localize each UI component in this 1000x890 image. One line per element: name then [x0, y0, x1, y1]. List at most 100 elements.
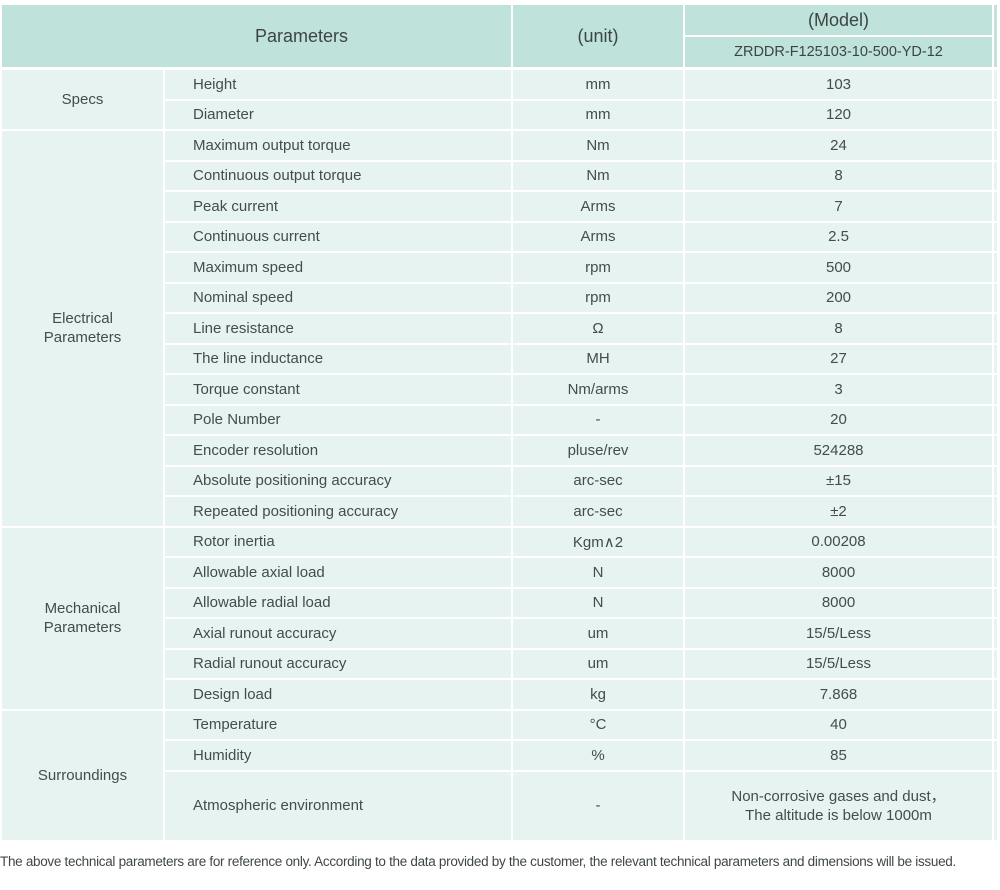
table-edge-strip: [994, 344, 997, 373]
table-edge-strip: [994, 680, 997, 709]
value-cell: 27: [685, 344, 992, 373]
value-cell: 24: [685, 131, 992, 160]
parameter-name-cell: Nominal speed: [165, 283, 511, 312]
parameter-name-cell: Axial runout accuracy: [165, 619, 511, 648]
value-cell: 8: [685, 314, 992, 343]
parameter-name-cell: Rotor inertia: [165, 527, 511, 556]
table-edge-strip: [994, 375, 997, 404]
parameter-name-cell: The line inductance: [165, 344, 511, 373]
footnote: The above technical parameters are for r…: [0, 853, 956, 869]
table-edge-strip: [994, 131, 997, 160]
value-cell: 200: [685, 283, 992, 312]
table-edge-strip: [994, 253, 997, 282]
table-edge-strip: [994, 405, 997, 434]
unit-cell: N: [513, 588, 683, 617]
unit-cell: Ω: [513, 314, 683, 343]
group-label-text: Surroundings: [37, 766, 128, 784]
value-cell: 8000: [685, 558, 992, 587]
value-cell: 0.00208: [685, 527, 992, 556]
parameter-name-cell: Height: [165, 70, 511, 99]
table-edge-strip: [994, 5, 997, 67]
value-cell: 3: [685, 375, 992, 404]
parameter-name-cell: Design load: [165, 680, 511, 709]
parameter-name-cell: Maximum output torque: [165, 131, 511, 160]
value-cell: 7.868: [685, 680, 992, 709]
unit-cell: Arms: [513, 192, 683, 221]
parameter-name-cell: Repeated positioning accuracy: [165, 497, 511, 526]
table-edge-strip: [994, 710, 997, 739]
unit-cell: arc-sec: [513, 497, 683, 526]
parameter-name-cell: Atmospheric environment: [165, 771, 511, 840]
value-cell: ±2: [685, 497, 992, 526]
table-edge-strip: [994, 466, 997, 495]
unit-cell: pluse/rev: [513, 436, 683, 465]
parameter-name-cell: Continuous output torque: [165, 161, 511, 190]
header-unit: (unit): [513, 5, 683, 67]
value-cell: 40: [685, 710, 992, 739]
group-label: Specs: [2, 70, 163, 129]
value-cell: 2.5: [685, 222, 992, 251]
value-cell: ±15: [685, 466, 992, 495]
table-edge-strip: [994, 527, 997, 556]
header-model-number: ZRDDR-F125103-10-500-YD-12: [685, 37, 992, 67]
unit-cell: kg: [513, 680, 683, 709]
value-cell: 85: [685, 741, 992, 770]
parameter-name-cell: Humidity: [165, 741, 511, 770]
group-label-text: Mechanical Parameters: [43, 600, 122, 636]
parameter-name-cell: Radial runout accuracy: [165, 649, 511, 678]
parameter-name-cell: Peak current: [165, 192, 511, 221]
table-edge-strip: [994, 497, 997, 526]
table-edge-strip: [994, 588, 997, 617]
parameter-name-cell: Pole Number: [165, 405, 511, 434]
value-cell: 8000: [685, 588, 992, 617]
group-label: Electrical Parameters: [2, 131, 163, 526]
spec-table-header: Parameters (unit) (Model) ZRDDR-F125103-…: [2, 5, 997, 67]
parameter-name-cell: Maximum speed: [165, 253, 511, 282]
unit-cell: Nm/arms: [513, 375, 683, 404]
value-cell: 15/5/Less: [685, 649, 992, 678]
unit-cell: -: [513, 771, 683, 840]
table-edge-strip: [994, 314, 997, 343]
table-edge-strip: [994, 741, 997, 770]
parameter-name-cell: Torque constant: [165, 375, 511, 404]
spec-table-body: Specs Height mm 103 Diameter mm 120 Electrical …: [2, 70, 997, 840]
parameter-name-cell: Temperature: [165, 710, 511, 739]
unit-cell: arc-sec: [513, 466, 683, 495]
parameter-name-cell: Allowable axial load: [165, 558, 511, 587]
value-cell: 500: [685, 253, 992, 282]
parameter-name-cell: Absolute positioning accuracy: [165, 466, 511, 495]
table-edge-strip: [994, 70, 997, 99]
group-label-text: Specs: [61, 91, 104, 108]
parameter-name-cell: Continuous current: [165, 222, 511, 251]
unit-cell: Nm: [513, 131, 683, 160]
unit-cell: N: [513, 558, 683, 587]
table-edge-strip: [994, 283, 997, 312]
table-edge-strip: [994, 771, 997, 840]
value-cell: 20: [685, 405, 992, 434]
unit-cell: Kgm∧2: [513, 527, 683, 556]
group-label: Mechanical Parameters: [2, 527, 163, 709]
unit-cell: mm: [513, 70, 683, 99]
unit-cell: um: [513, 619, 683, 648]
group-label-text: Electrical Parameters: [43, 310, 122, 347]
parameter-name-cell: Line resistance: [165, 314, 511, 343]
table-edge-strip: [994, 558, 997, 587]
unit-cell: -: [513, 405, 683, 434]
value-cell: 524288: [685, 436, 992, 465]
group-label: Surroundings: [2, 710, 163, 840]
parameter-name-cell: Encoder resolution: [165, 436, 511, 465]
table-edge-strip: [994, 192, 997, 221]
unit-cell: %: [513, 741, 683, 770]
unit-cell: Arms: [513, 222, 683, 251]
unit-cell: MH: [513, 344, 683, 373]
table-edge-strip: [994, 222, 997, 251]
value-cell: 103: [685, 70, 992, 99]
header-parameters: Parameters: [2, 5, 511, 67]
table-edge-strip: [994, 436, 997, 465]
parameter-name-cell: Allowable radial load: [165, 588, 511, 617]
value-cell: 8: [685, 161, 992, 190]
table-edge-strip: [994, 619, 997, 648]
unit-cell: um: [513, 649, 683, 678]
unit-cell: mm: [513, 100, 683, 129]
unit-cell: Nm: [513, 161, 683, 190]
